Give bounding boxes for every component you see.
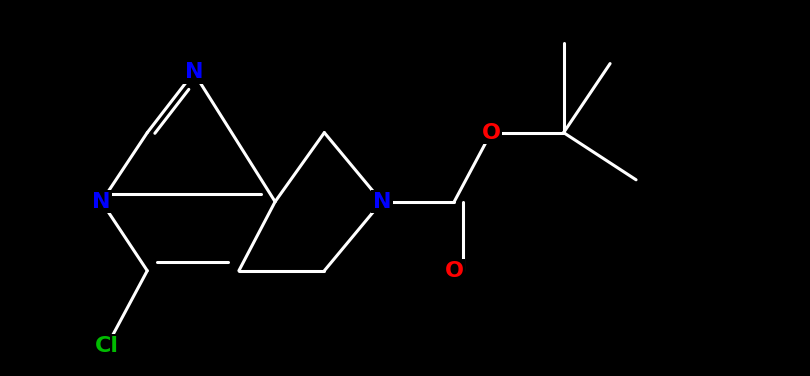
Text: O: O	[445, 261, 463, 281]
Text: N: N	[92, 192, 111, 212]
Text: Cl: Cl	[95, 336, 119, 356]
Text: O: O	[482, 123, 501, 143]
Text: N: N	[373, 192, 391, 212]
Text: N: N	[185, 62, 203, 82]
